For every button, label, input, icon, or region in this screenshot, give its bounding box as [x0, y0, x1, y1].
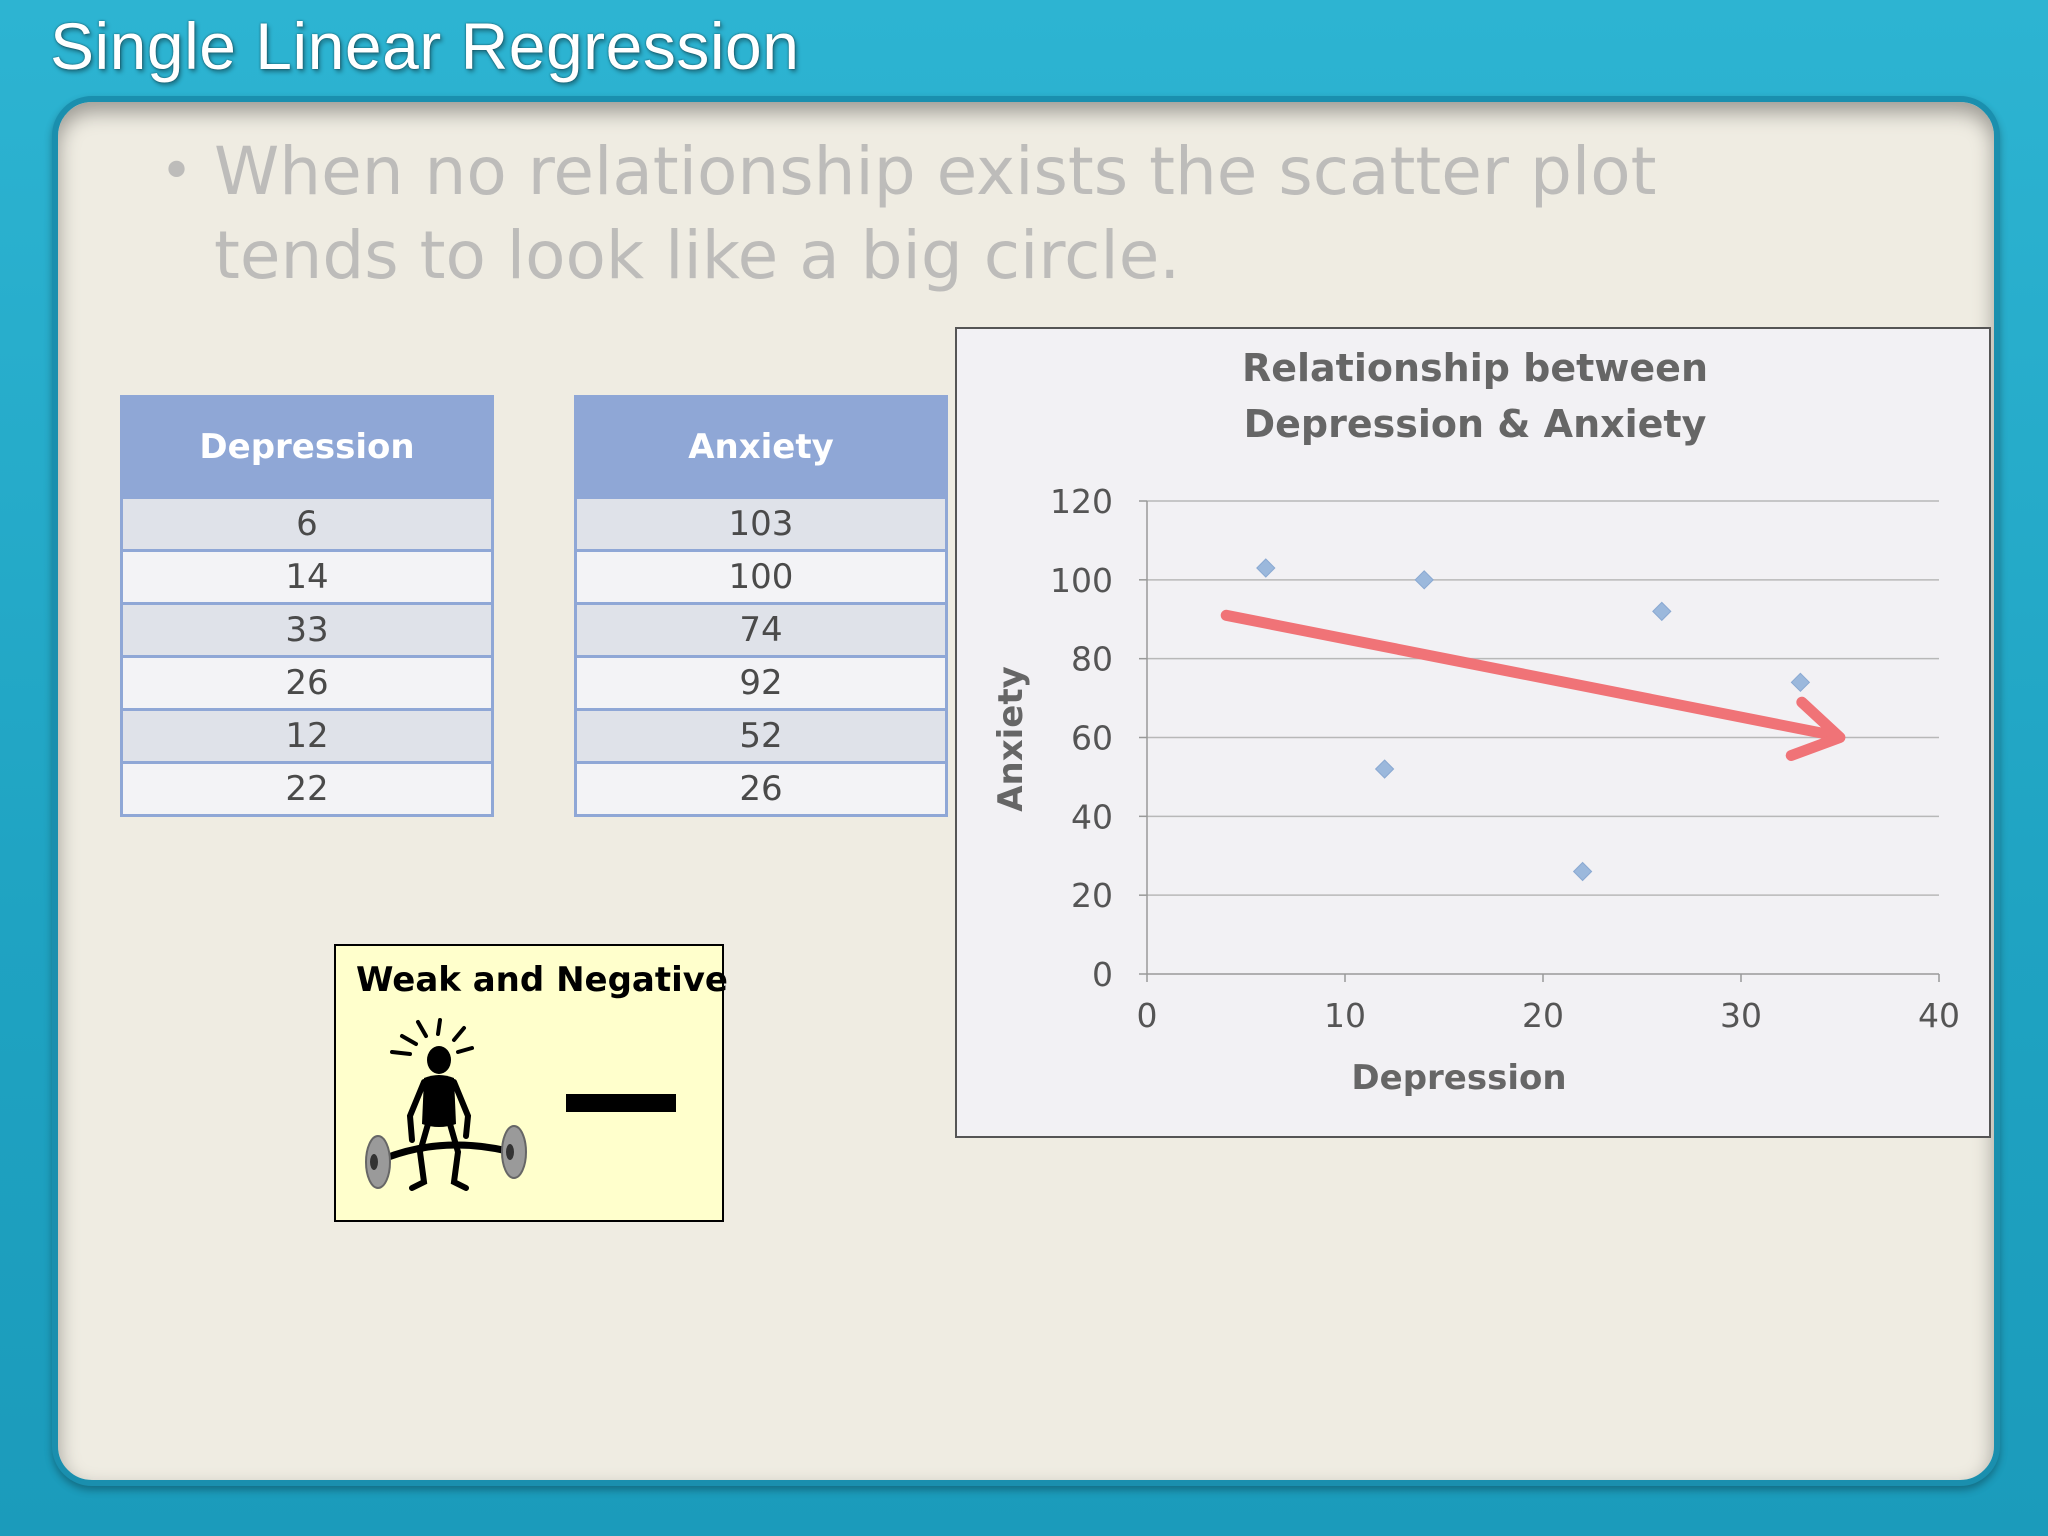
y-tick-label: 60: [1071, 719, 1113, 758]
table-cell: 74: [574, 602, 948, 658]
data-point: [1256, 558, 1276, 578]
table-row: 26: [574, 761, 948, 817]
table-row: 103: [574, 496, 948, 552]
data-point: [1374, 759, 1395, 779]
x-tick-label: 30: [1720, 996, 1762, 1035]
table-cell: 26: [120, 655, 494, 711]
trend-arrow: [1220, 609, 1846, 762]
anxiety-table: Anxiety 103 100 74 92 52 26: [574, 395, 948, 817]
table-header-anxiety: Anxiety: [574, 395, 948, 499]
table-cell: 14: [120, 549, 494, 605]
table-row: 6: [120, 496, 494, 552]
y-tick-label: 120: [1050, 482, 1113, 521]
table-cell: 33: [120, 602, 494, 658]
x-tick-label: 40: [1918, 996, 1960, 1035]
y-tick-label: 80: [1071, 640, 1113, 679]
x-axis-label: Depression: [1351, 1058, 1566, 1098]
chart-title-line-2: Depression & Anxiety: [1244, 402, 1707, 446]
table-row: 100: [574, 549, 948, 605]
scatter-chart: Relationship between Depression & Anxiet…: [955, 327, 1991, 1138]
table-row: 74: [574, 602, 948, 658]
x-tick-label: 0: [1137, 996, 1158, 1035]
depression-table: Depression 6 14 33 26 12 22: [120, 395, 494, 817]
table-row: 33: [120, 602, 494, 658]
trend-arrow-head: [1785, 696, 1846, 762]
data-point: [1572, 861, 1593, 882]
table-cell: 6: [120, 496, 494, 552]
bullet-point: • When no relationship exists the scatte…: [160, 130, 1860, 298]
chart-points: [1256, 558, 1811, 882]
chart-tick-labels: 0 20 40 60 80 100 120 0 10 20 30 40: [1050, 482, 1960, 1035]
table-row: 52: [574, 708, 948, 764]
y-tick-label: 100: [1050, 561, 1113, 600]
x-tick-label: 20: [1522, 996, 1564, 1035]
table-cell: 52: [574, 708, 948, 764]
data-point: [1652, 601, 1672, 622]
chart-gridlines: [1147, 500, 1939, 896]
bullet-dot: •: [160, 139, 194, 204]
table-row: 14: [120, 549, 494, 605]
weightlifter-icon: [365, 1018, 527, 1191]
table-cell: 26: [574, 761, 948, 817]
table-cell: 100: [574, 549, 948, 605]
table-row: 22: [120, 761, 494, 817]
y-tick-label: 0: [1092, 955, 1113, 994]
table-row: 12: [120, 708, 494, 764]
table-row: 26: [120, 655, 494, 711]
table-cell: 12: [120, 708, 494, 764]
table-cell: 22: [120, 761, 494, 817]
slide-title: Single Linear Regression: [50, 9, 800, 83]
y-axis-label: Anxiety: [991, 666, 1031, 812]
x-tick-label: 10: [1324, 996, 1366, 1035]
data-point: [1414, 570, 1434, 590]
trend-arrow-shaft: [1220, 609, 1840, 741]
table-header-depression: Depression: [120, 395, 494, 499]
y-tick-label: 20: [1071, 876, 1113, 915]
table-row: 92: [574, 655, 948, 711]
table-cell: 103: [574, 496, 948, 552]
chart-title-line-1: Relationship between: [1242, 346, 1708, 390]
data-point: [1790, 672, 1811, 693]
y-tick-label: 40: [1071, 797, 1113, 836]
table-cell: 92: [574, 655, 948, 711]
callout-title: Weak and Negative: [356, 960, 728, 1000]
minus-sign-icon: [566, 1094, 676, 1112]
chart-axes: [1139, 500, 1940, 982]
weak-negative-callout: Weak and Negative: [334, 944, 728, 1222]
bullet-text: When no relationship exists the scatter …: [214, 133, 1657, 294]
chart-canvas: Relationship between Depression & Anxiet…: [991, 346, 1960, 1098]
